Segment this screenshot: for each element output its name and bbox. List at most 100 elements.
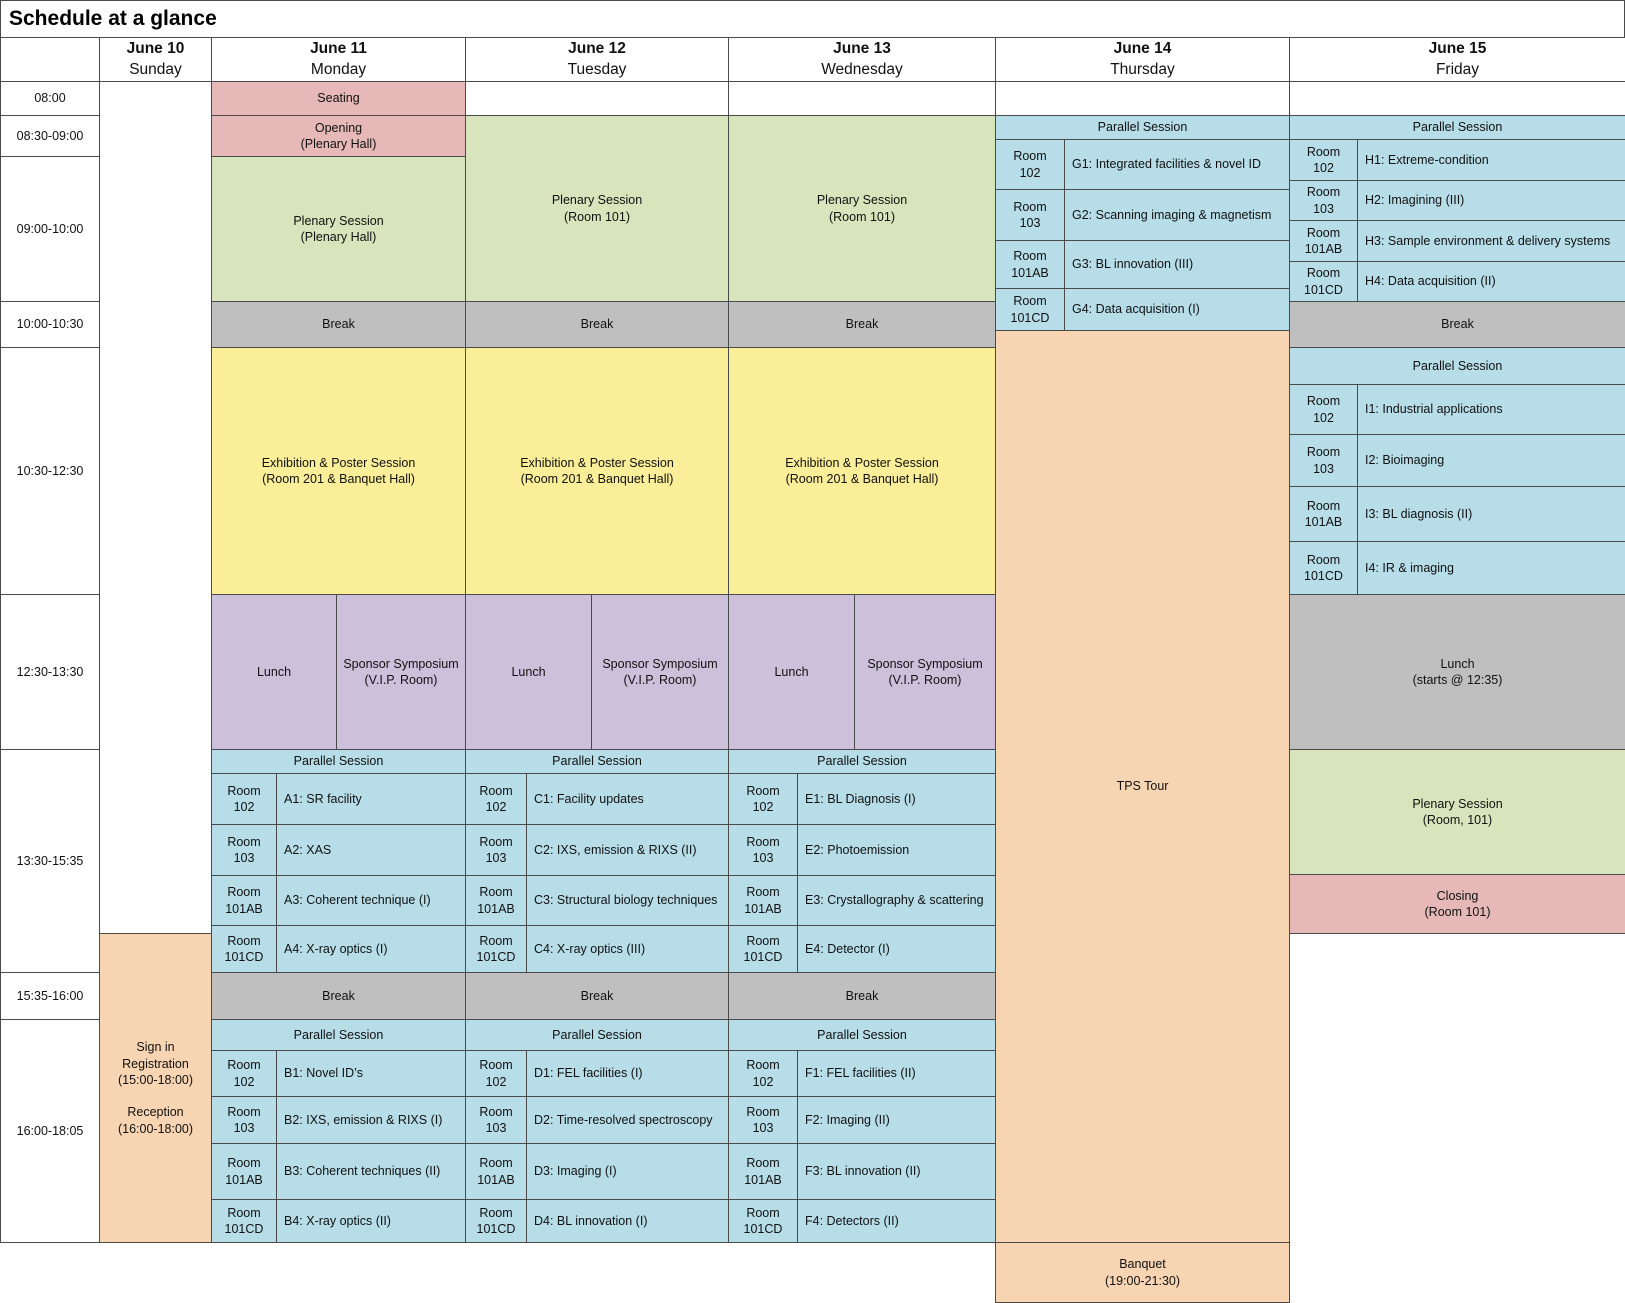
break-text: Break <box>322 988 355 1003</box>
room-label: Room 103 <box>211 824 277 876</box>
day-weekday: Wednesday <box>821 60 903 78</box>
session-d1: D1: FEL facilities (I) <box>526 1050 729 1097</box>
exhibition-poster-session: Exhibition & Poster Session (Room 201 & … <box>728 347 996 595</box>
break: Break <box>728 972 996 1020</box>
exhibition-poster-session-text: Exhibition & Poster Session (Room 201 & … <box>520 455 674 486</box>
session-i2-text: I2: Bioimaging <box>1365 453 1445 468</box>
parallel-session-header: Parallel Session <box>211 1019 466 1051</box>
session-g1-text: G1: Integrated facilities & novel ID <box>1072 157 1261 172</box>
session-d3: D3: Imaging (I) <box>526 1143 729 1200</box>
session-d4: D4: BL innovation (I) <box>526 1199 729 1243</box>
seating: Seating <box>211 81 466 116</box>
lunch-text: Lunch <box>511 664 546 679</box>
sponsor-symposium: Sponsor Symposium (V.I.P. Room) <box>336 594 466 750</box>
session-g2-text: G2: Scanning imaging & magnetism <box>1072 207 1272 222</box>
session-f4-text: F4: Detectors (II) <box>805 1213 899 1228</box>
plenary-session-text: Plenary Session (Room 101) <box>816 193 908 224</box>
time-slot-text: 13:30-15:35 <box>16 853 84 868</box>
room-label-text: Room 101CD <box>224 933 264 964</box>
session-a4-text: A4: X-ray optics (I) <box>284 941 388 956</box>
room-label: Room 103 <box>1289 434 1358 487</box>
room-label: Room 102 <box>728 773 798 825</box>
room-label: Room 103 <box>211 1096 277 1144</box>
room-label: Room 101CD <box>465 1199 527 1243</box>
room-label: Room 101AB <box>211 1143 277 1200</box>
parallel-session-header: Parallel Session <box>1289 115 1625 140</box>
time-slot-text: 12:30-13:30 <box>16 664 84 679</box>
room-label-text: Room 102 <box>1306 144 1341 175</box>
break: Break <box>211 972 466 1020</box>
time-slot: 08:30-09:00 <box>0 115 100 157</box>
room-label-text: Room 103 <box>746 834 780 865</box>
session-a4: A4: X-ray optics (I) <box>276 925 466 973</box>
break: Break <box>465 301 729 348</box>
room-label: Room 101CD <box>465 925 527 973</box>
room-label-text: Room 101CD <box>1304 266 1343 297</box>
session-c3: C3: Structural biology techniques <box>526 875 729 926</box>
break: Break <box>1289 301 1625 348</box>
room-label: Room 102 <box>728 1050 798 1097</box>
day-weekday: Tuesday <box>567 60 627 78</box>
session-g1: G1: Integrated facilities & novel ID <box>1064 139 1290 190</box>
plenary-session: Plenary Session (Room, 101) <box>1289 749 1625 875</box>
session-e1: E1: BL Diagnosis (I) <box>797 773 996 825</box>
session-c1: C1: Facility updates <box>526 773 729 825</box>
sunday-empty <box>99 81 212 934</box>
page-title: Schedule at a glance <box>0 0 1625 38</box>
session-i3-text: I3: BL diagnosis (II) <box>1365 506 1473 521</box>
time-slot: 13:30-15:35 <box>0 749 100 973</box>
session-d2-text: D2: Time-resolved spectroscopy <box>534 1112 713 1127</box>
session-g4-text: G4: Data acquisition (I) <box>1072 302 1200 317</box>
break-text: Break <box>845 988 879 1003</box>
session-i1-text: I1: Industrial applications <box>1365 402 1503 417</box>
time-slot: 08:00 <box>0 81 100 116</box>
session-b2-text: B2: IXS, emission & RIXS (I) <box>284 1112 443 1127</box>
break-text: Break <box>845 317 879 332</box>
time-slot-text: 16:00-18:05 <box>16 1123 84 1138</box>
room-label: Room 103 <box>995 189 1065 241</box>
room-label: Room 101AB <box>728 875 798 926</box>
room-label: Room 102 <box>465 1050 527 1097</box>
room-label: Room 101AB <box>1289 220 1358 262</box>
room-label: Room 101CD <box>1289 541 1358 595</box>
session-h4-text: H4: Data acquisition (II) <box>1365 274 1496 289</box>
lunch: Lunch <box>465 594 592 750</box>
parallel-session-header: Parallel Session <box>728 1019 996 1051</box>
session-a2: A2: XAS <box>276 824 466 876</box>
time-slot: 16:00-18:05 <box>0 1019 100 1243</box>
room-label: Room 103 <box>728 1096 798 1144</box>
session-d3-text: D3: Imaging (I) <box>534 1164 617 1179</box>
plenary-session: Plenary Session (Room 101) <box>465 115 729 302</box>
room-label-text: Room 101AB <box>225 1156 263 1187</box>
room-label-text: Room 102 <box>479 1058 513 1089</box>
session-b1: B1: Novel ID’s <box>276 1050 466 1097</box>
day-header: June 12 Tuesday <box>465 37 729 82</box>
room-label: Room 102 <box>211 773 277 825</box>
session-i1: I1: Industrial applications <box>1357 384 1625 435</box>
room-label: Room 102 <box>1289 384 1358 435</box>
break-text: Break <box>580 988 614 1003</box>
sign-in-registration-text: Sign in Registration (15:00-18:00) Recep… <box>117 1040 194 1136</box>
session-g2: G2: Scanning imaging & magnetism <box>1064 189 1290 241</box>
room-label-text: Room 103 <box>1306 445 1341 476</box>
room-label-text: Room 102 <box>746 1058 780 1089</box>
day-header: June 13 Wednesday <box>728 37 996 82</box>
lunch: Lunch <box>728 594 855 750</box>
room-label: Room 103 <box>728 824 798 876</box>
lunch-text: Lunch (starts @ 12:35) <box>1412 656 1503 687</box>
room-label: Room 101CD <box>995 288 1065 331</box>
lunch-text: Lunch <box>774 664 809 679</box>
plenary-session-text: Plenary Session (Room, 101) <box>1412 796 1503 827</box>
room-label-text: Room 103 <box>479 834 513 865</box>
room-label-text: Room 101CD <box>476 933 516 964</box>
room-label-text: Room 103 <box>479 1104 513 1135</box>
room-label-text: Room 101AB <box>477 1156 515 1187</box>
day-weekday: Sunday <box>129 60 182 78</box>
room-label-text: Room 103 <box>227 834 261 865</box>
session-c4-text: C4: X-ray optics (III) <box>534 941 646 956</box>
room-label-text: Room 103 <box>1013 199 1047 230</box>
day-date: June 10 <box>126 39 185 57</box>
banquet: Banquet (19:00-21:30) <box>995 1242 1290 1303</box>
session-h2: H2: Imagining (III) <box>1357 180 1625 221</box>
